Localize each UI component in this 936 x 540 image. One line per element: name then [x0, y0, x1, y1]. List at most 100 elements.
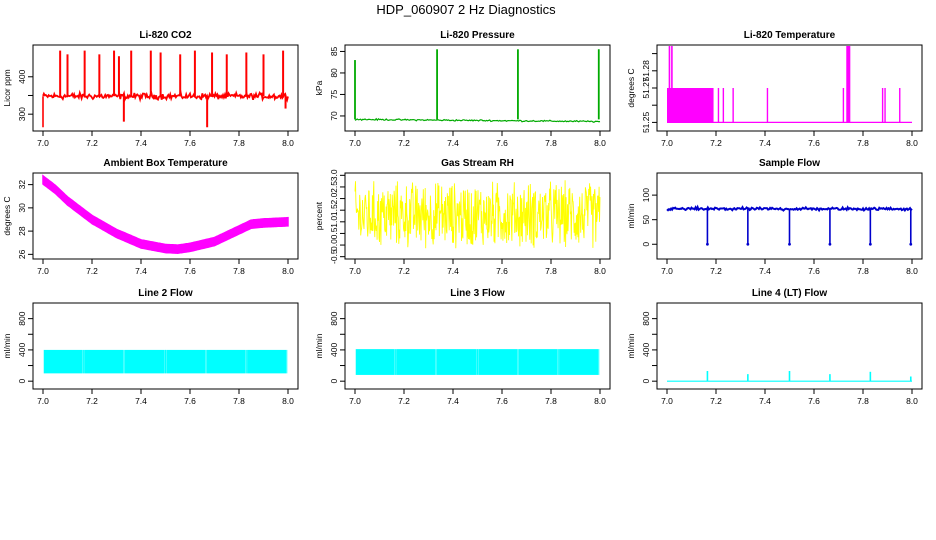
plot-box [344, 44, 611, 132]
panel-1: Li-820 CO2 Licor ppm 7.0 7.2 7.4 7.6 7.8 8.0 300… [2, 30, 299, 148]
x-tick-label: 7.2 [86, 138, 98, 148]
x-tick-label: 7.2 [710, 266, 722, 276]
x-tick-label: 7.4 [135, 396, 147, 406]
data-point [746, 242, 750, 246]
x-tick-label: 7.8 [857, 138, 869, 148]
y-tick-label: 51.28 [641, 60, 651, 82]
plot-box [656, 172, 923, 260]
panel-title: Gas Stream RH [441, 158, 514, 169]
y-axis-label: ml/min [626, 203, 636, 228]
figure-title: HDP_060907 2 Hz Diagnostics [376, 2, 556, 17]
y-axis-label: ml/min [626, 333, 636, 358]
data-point [706, 242, 709, 246]
series-group [666, 204, 913, 246]
x-tick-label: 7.4 [447, 266, 459, 276]
y-tick-label: 300 [17, 107, 27, 121]
y-tick-label: 1.5 [329, 204, 339, 216]
panel-7: Line 2 Flow ml/min 7.0 7.2 7.4 7.6 7.8 8.0 0 400 8… [2, 288, 299, 406]
x-tick-label: 8.0 [282, 138, 294, 148]
x-tick-label: 7.4 [759, 266, 771, 276]
x-tick-label: 7.0 [349, 138, 361, 148]
y-tick-label: 80 [329, 68, 339, 78]
data-point [788, 242, 791, 246]
y-tick-label: 2.0 [329, 192, 339, 204]
panel-title: Ambient Box Temperature [103, 158, 228, 169]
plot-box [32, 172, 299, 260]
y-tick-label: 3.0 [329, 169, 339, 181]
x-tick-label: 8.0 [594, 396, 606, 406]
y-tick-label: 51.25 [641, 111, 651, 133]
y-tick-label: 800 [641, 311, 651, 325]
y-tick-label: 0 [17, 379, 27, 384]
x-tick-label: 7.2 [710, 138, 722, 148]
x-tick-label: 7.6 [184, 266, 196, 276]
y-tick-label: 400 [329, 343, 339, 357]
panel-6: Sample Flow ml/min 7.0 7.2 7.4 7.6 7.8 8.0 0 50 10… [626, 158, 923, 276]
x-tick-label: 7.4 [759, 138, 771, 148]
x-tick-label: 7.0 [37, 266, 49, 276]
y-tick-label: -0.5 [329, 249, 339, 264]
flow-block [84, 349, 124, 374]
x-tick-label: 7.6 [184, 138, 196, 148]
x-tick-label: 7.0 [661, 138, 673, 148]
y-axis-label: degrees C [2, 196, 12, 235]
x-tick-label: 7.6 [808, 396, 820, 406]
flow-block [559, 349, 599, 375]
y-tick-label: 70 [329, 111, 339, 121]
flow-block [206, 349, 246, 374]
x-tick-label: 7.8 [857, 266, 869, 276]
y-tick-label: 0.0 [329, 239, 339, 251]
x-tick-label: 7.8 [545, 138, 557, 148]
panel-8: Line 3 Flow ml/min 7.0 7.2 7.4 7.6 7.8 8.0 0 400 8… [314, 288, 611, 406]
flow-block [166, 349, 206, 374]
panel-title: Line 4 (LT) Flow [752, 288, 828, 299]
x-tick-label: 7.2 [398, 138, 410, 148]
x-tick-label: 8.0 [906, 266, 918, 276]
panel-title: Line 3 Flow [450, 288, 505, 299]
panel-title: Sample Flow [759, 158, 820, 169]
x-tick-label: 7.8 [233, 266, 245, 276]
plot-box [344, 302, 611, 390]
x-tick-label: 8.0 [906, 396, 918, 406]
y-tick-label: 400 [17, 69, 27, 83]
series-group [42, 50, 289, 128]
x-tick-label: 7.4 [447, 396, 459, 406]
data-point [868, 242, 872, 246]
y-tick-label: 400 [17, 343, 27, 357]
x-tick-label: 7.4 [447, 138, 459, 148]
y-tick-label: 400 [641, 343, 651, 357]
x-tick-label: 7.8 [545, 396, 557, 406]
x-tick-label: 7.2 [86, 396, 98, 406]
y-tick-label: 800 [17, 311, 27, 325]
series-band [42, 174, 289, 254]
y-tick-label: 100 [641, 188, 651, 202]
y-tick-label: 0 [641, 242, 651, 247]
y-tick-label: 2.5 [329, 181, 339, 193]
dense-band [667, 88, 714, 123]
series-line [42, 88, 289, 103]
x-tick-label: 8.0 [594, 138, 606, 148]
y-tick-label: 32 [17, 180, 27, 190]
series-group [355, 349, 600, 375]
x-tick-label: 7.0 [349, 396, 361, 406]
y-tick-label: 85 [329, 46, 339, 56]
x-tick-label: 7.2 [398, 266, 410, 276]
y-tick-label: 30 [17, 203, 27, 213]
panel-title: Li-820 Pressure [440, 30, 515, 41]
x-tick-label: 7.2 [86, 266, 98, 276]
x-tick-label: 7.0 [349, 266, 361, 276]
panel-4: Ambient Box Temperature degrees C 7.0 7.2 7.… [2, 158, 299, 276]
panel-title: Line 2 Flow [138, 288, 193, 299]
data-point [909, 242, 913, 246]
x-tick-label: 7.4 [759, 396, 771, 406]
flow-block [518, 349, 558, 375]
series-group [667, 46, 912, 124]
y-axis-label: degrees C [626, 68, 636, 107]
y-tick-label: 0 [329, 379, 339, 384]
y-tick-label: 1.0 [329, 216, 339, 228]
y-tick-label: 26 [17, 249, 27, 259]
x-tick-label: 7.4 [135, 266, 147, 276]
x-tick-label: 8.0 [282, 266, 294, 276]
x-tick-label: 7.6 [184, 396, 196, 406]
x-tick-label: 8.0 [906, 138, 918, 148]
